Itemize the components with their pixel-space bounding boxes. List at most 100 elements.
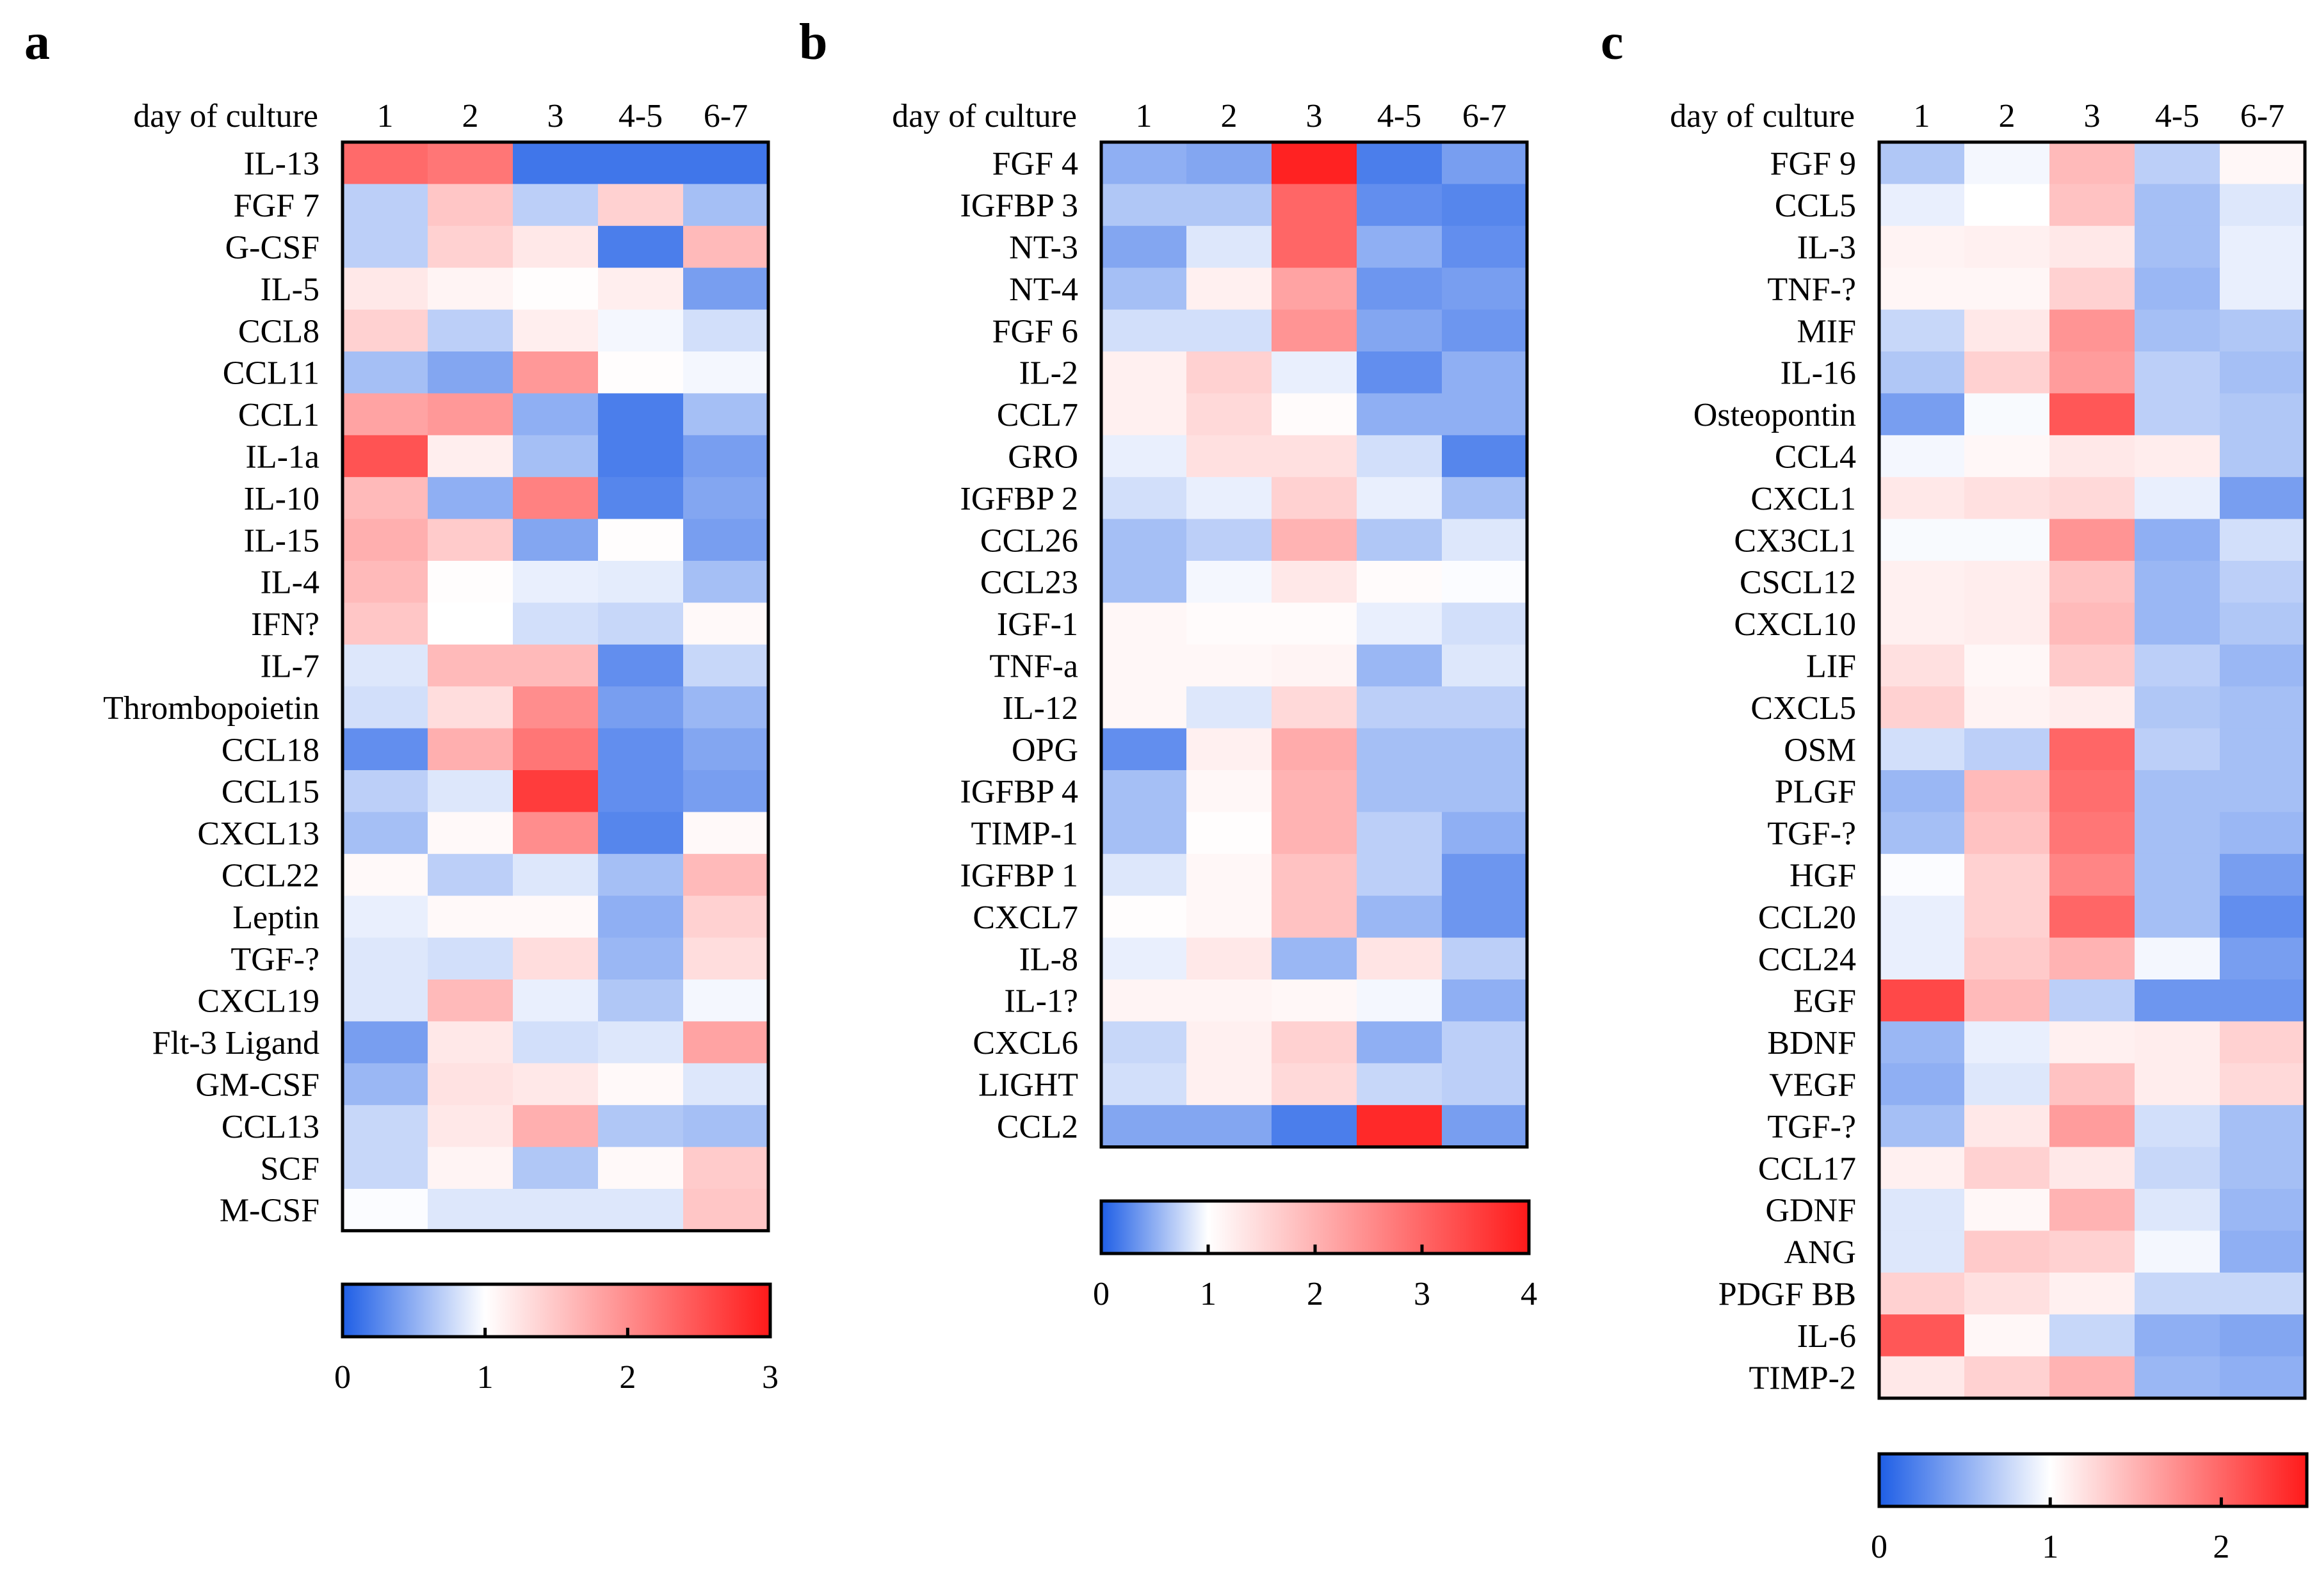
heatmap-cell (1442, 268, 1528, 310)
heatmap-cell (683, 184, 769, 227)
heatmap-cell (1879, 602, 1965, 645)
heatmap-cell (1879, 351, 1965, 394)
heatmap-cell (2220, 142, 2306, 184)
heatmap-cell (1357, 812, 1442, 855)
heatmap-cell (683, 225, 769, 268)
heatmap-cell (1879, 1356, 1965, 1399)
heatmap-cell (683, 519, 769, 561)
heatmap-cell (1879, 1021, 1965, 1064)
heatmap-cell (513, 351, 599, 394)
heatmap-cell (1272, 937, 1357, 980)
heatmap-cell (1964, 937, 2050, 980)
column-label: 2 (1221, 98, 1238, 134)
heatmap-cell (513, 309, 599, 352)
row-label: ANG (1784, 1234, 1856, 1271)
heatmap-cell (1186, 728, 1272, 771)
heatmap-cell (2135, 1272, 2220, 1315)
heatmap-cell (1101, 644, 1187, 687)
heatmap-cell (1879, 937, 1965, 980)
heatmap-cell (1879, 142, 1965, 184)
heatmap-cell (683, 477, 769, 520)
heatmap-cell (1272, 728, 1357, 771)
heatmap-cell (1186, 142, 1272, 184)
heatmap-cell (1442, 1105, 1528, 1148)
row-label: TNF-? (1767, 271, 1856, 308)
heatmap-cell (428, 979, 513, 1022)
row-label: IL-3 (1797, 230, 1856, 266)
row-label: NT-4 (1009, 271, 1078, 308)
heatmap-cell (1879, 812, 1965, 855)
heatmap-cell (2220, 686, 2306, 729)
heatmap-cell (1101, 519, 1187, 561)
heatmap-cell (2135, 519, 2220, 561)
heatmap-cell (598, 351, 684, 394)
heatmap-cell (2220, 812, 2306, 855)
row-label: IFN? (251, 606, 319, 643)
colorbar (341, 1282, 772, 1339)
heatmap-cell (1879, 519, 1965, 561)
heatmap-cell (1186, 184, 1272, 227)
heatmap-cell (598, 309, 684, 352)
heatmap-cell (1101, 268, 1187, 310)
heatmap-cell (1964, 812, 2050, 855)
heatmap-cell (598, 1063, 684, 1106)
panel-b-heatmap: b day of culture 1 2 3 4-5 6-7 FGF 4 IGFBP 3 NT-3… (799, 14, 1537, 1312)
row-label: CCL18 (222, 732, 319, 768)
heatmap-cell (428, 686, 513, 729)
row-label: OSM (1784, 732, 1856, 768)
row-label: IL-1a (246, 439, 319, 476)
heatmap-cell (2220, 1230, 2306, 1273)
colorbar-tick-label: 0 (1093, 1276, 1110, 1312)
heatmap-cell (1964, 225, 2050, 268)
heatmap-cell (2135, 309, 2220, 352)
row-label: NT-3 (1009, 230, 1078, 266)
heatmap-cell (1964, 979, 2050, 1022)
row-label: IL-15 (244, 522, 319, 559)
heatmap-cell (683, 812, 769, 855)
heatmap-cell (1101, 1063, 1187, 1106)
heatmap-cell (513, 686, 599, 729)
heatmap-cell (343, 142, 428, 184)
heatmap-cell (683, 1189, 769, 1231)
heatmap-cell (1272, 309, 1357, 352)
heatmap-cell (513, 770, 599, 812)
heatmap-cell (2220, 1314, 2306, 1357)
heatmap-cell (2049, 1189, 2135, 1231)
heatmap-cell (343, 812, 428, 855)
panel-c-heatmap: c day of culture 1 2 3 4-5 6-7 FGF 9 CCL5 IL-3 TNF… (1601, 14, 2309, 1565)
heatmap-cell (1101, 896, 1187, 939)
heatmap-cell (1442, 686, 1528, 729)
heatmap-cell (1964, 1021, 2050, 1064)
heatmap-cell (1879, 184, 1965, 227)
heatmap-cell (1442, 853, 1528, 896)
heatmap-cell (598, 896, 684, 939)
heatmap-cell (428, 937, 513, 980)
heatmap-cell (1357, 770, 1442, 812)
colorbar-tick-label: 2 (1307, 1276, 1323, 1312)
heatmap-cell (2049, 728, 2135, 771)
row-label: IL-10 (244, 481, 319, 517)
heatmap-cell (1186, 1105, 1272, 1148)
row-label: SCF (260, 1150, 319, 1187)
heatmap-cell (2135, 1356, 2220, 1399)
heatmap-cell (1357, 728, 1442, 771)
row-label: TGF-? (1767, 1109, 1856, 1145)
row-label: CXCL1 (1750, 481, 1856, 517)
heatmap-cell (1964, 351, 2050, 394)
heatmap-cell (343, 770, 428, 812)
heatmap-cell (2049, 1105, 2135, 1148)
heatmap-cell (513, 435, 599, 478)
heatmap-cell (428, 853, 513, 896)
row-label: FGF 4 (992, 146, 1078, 182)
heatmap-cell (1357, 896, 1442, 939)
heatmap-cell (1442, 561, 1528, 603)
heatmap-cell (343, 853, 428, 896)
row-label: MIF (1797, 313, 1856, 350)
heatmap-cell (428, 1147, 513, 1189)
row-label: HGF (1790, 858, 1856, 894)
heatmap-cell (1186, 519, 1272, 561)
heatmap-cell (343, 602, 428, 645)
heatmap-cell (513, 1147, 599, 1189)
heatmap-cell (2049, 979, 2135, 1022)
row-label: M-CSF (220, 1193, 319, 1229)
